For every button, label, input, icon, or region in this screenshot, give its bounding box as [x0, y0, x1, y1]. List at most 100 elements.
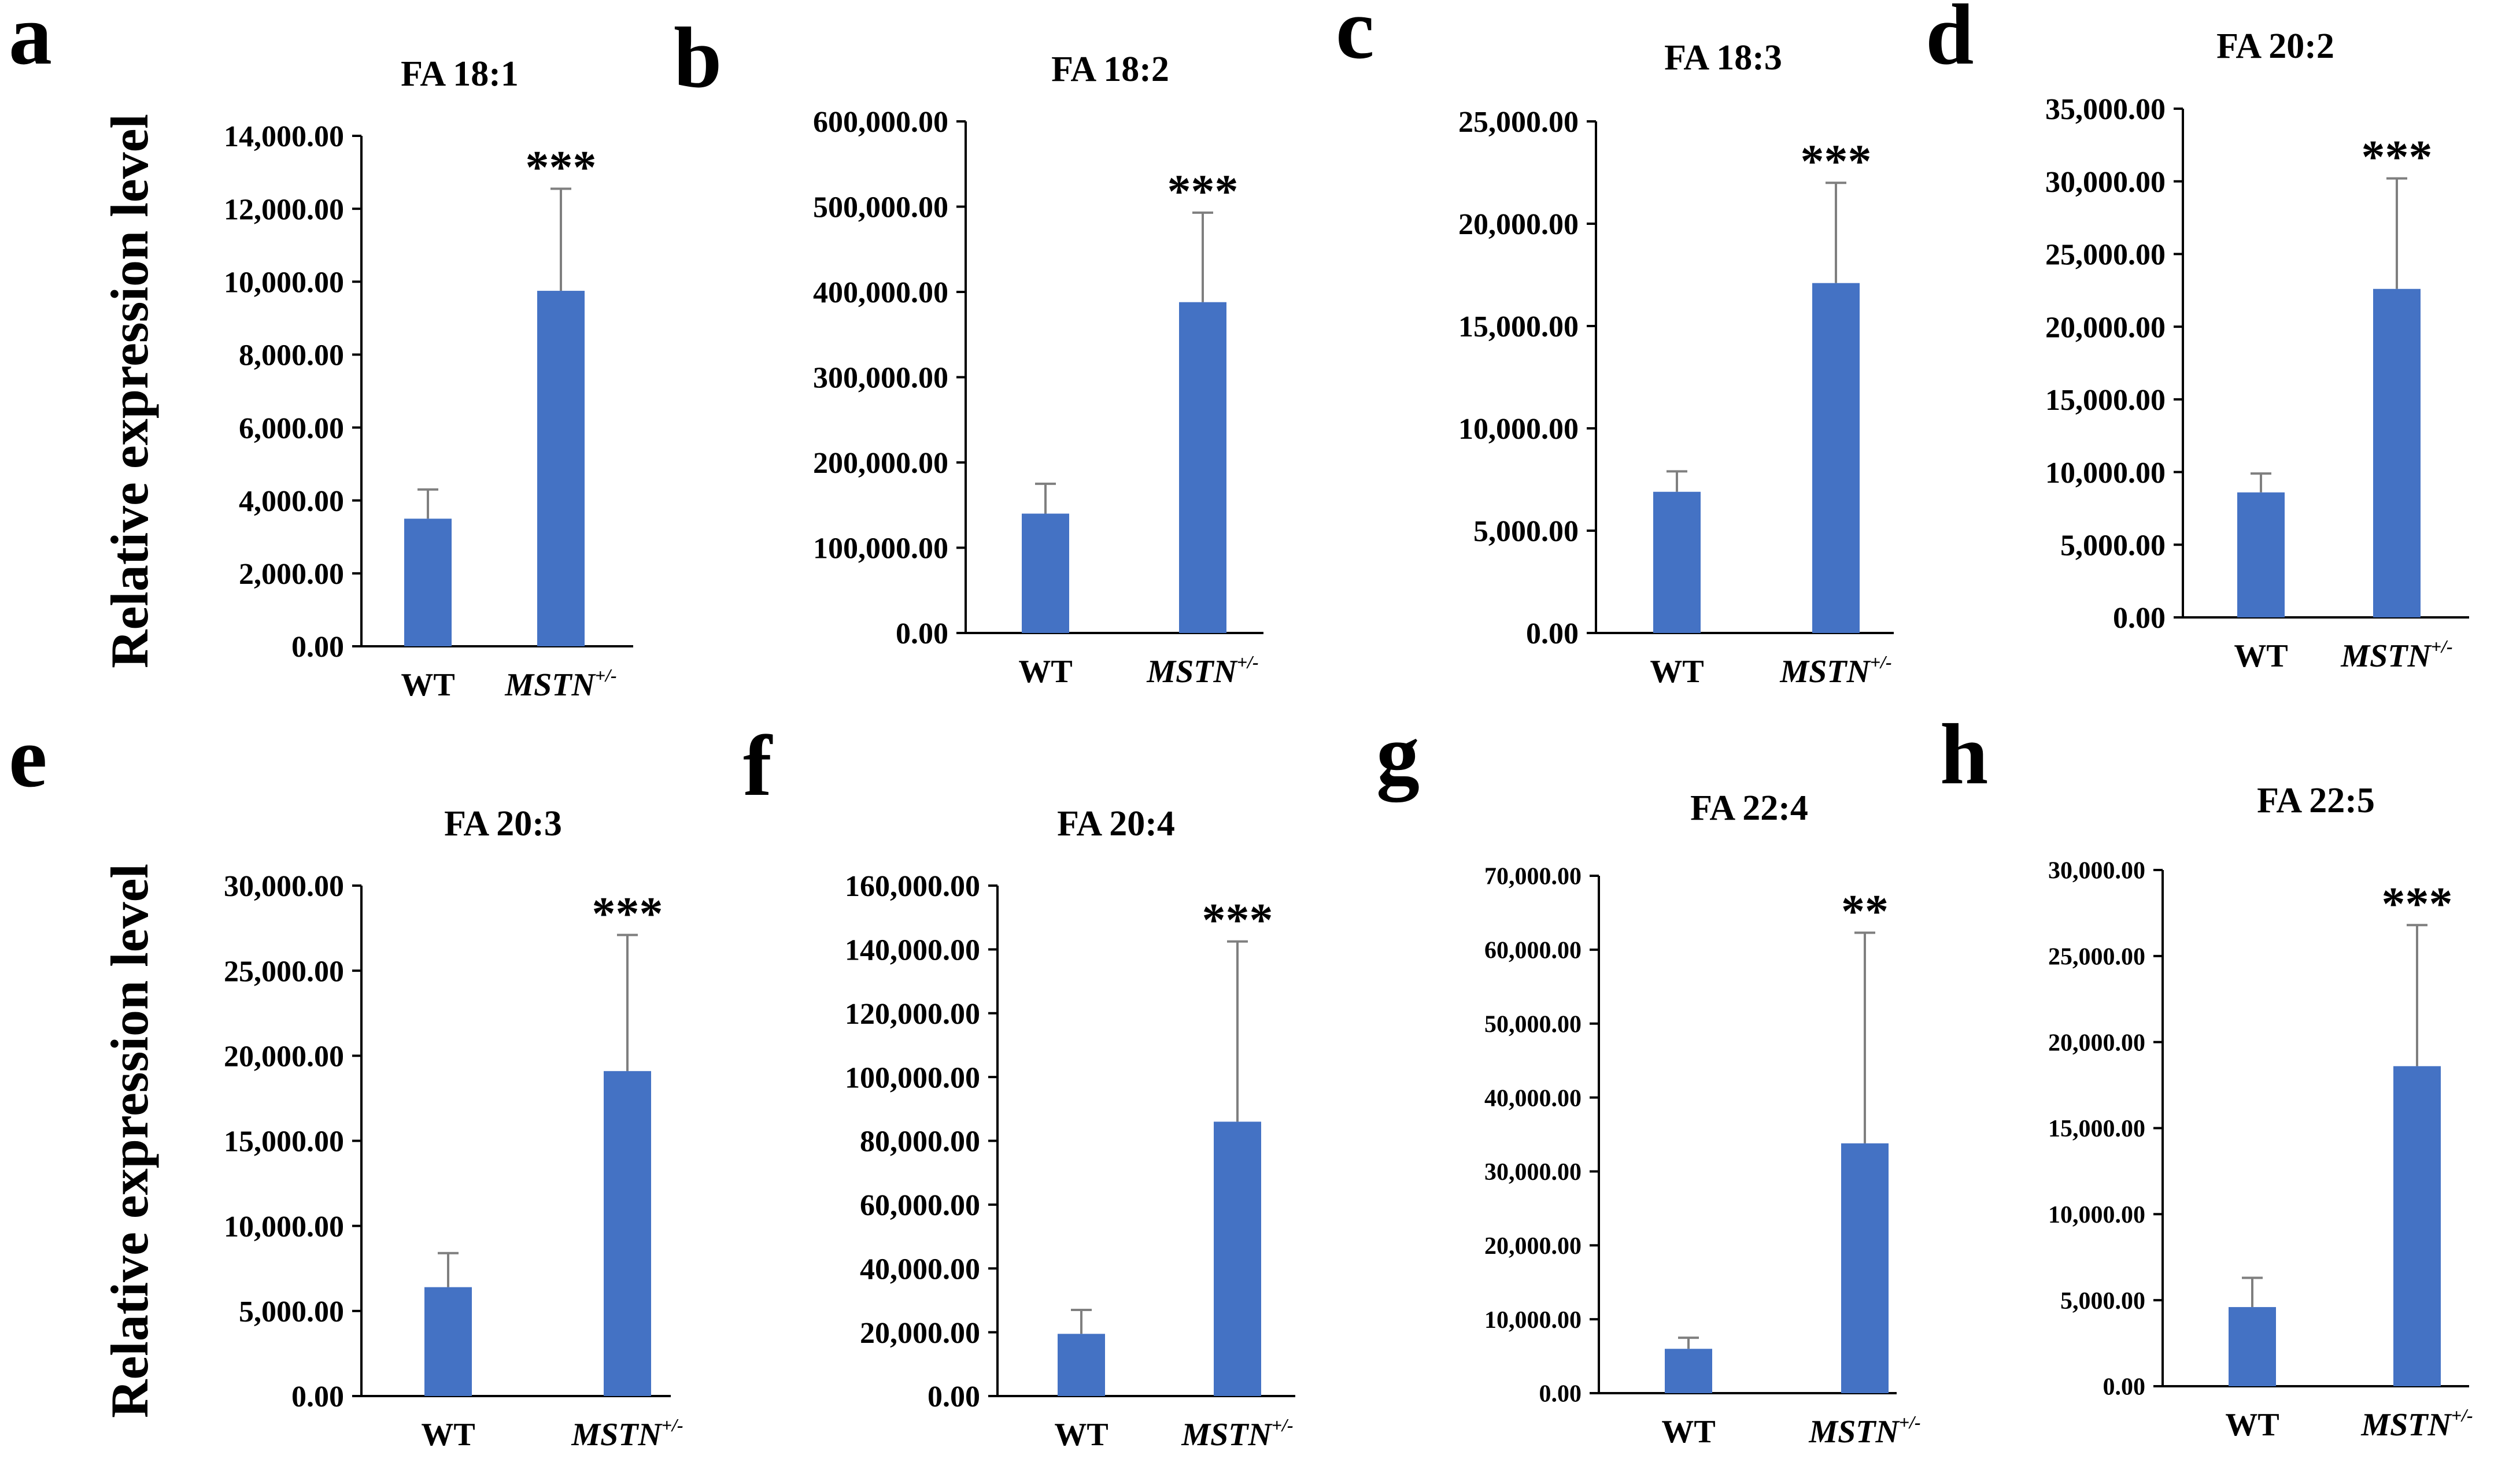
x-tick-label: WT: [1018, 654, 1072, 690]
panel-h: h FA 22:5 0.00 5,000.00 10,000.00 15,000.00 20…: [1940, 706, 2473, 1443]
significance-marker: ***: [592, 887, 663, 939]
y-tick-label: 20,000.00: [1458, 208, 1579, 241]
y-tick-label: 15,000.00: [2048, 1116, 2145, 1142]
y-tick-label: 70,000.00: [1484, 864, 1582, 890]
x-tick-label: MSTN+/-: [571, 1415, 683, 1453]
y-tick-label: 30,000.00: [224, 870, 344, 903]
y-tick-label: 0.00: [928, 1380, 980, 1413]
bar-mstn: [2393, 1066, 2441, 1386]
chart-title: FA 22:5: [2257, 781, 2375, 820]
y-tick-label: 14,000.00: [224, 120, 344, 153]
y-tick-label: 30,000.00: [2045, 166, 2166, 199]
bar-wt: [2237, 492, 2285, 617]
x-tick-label-superscript: +/-: [662, 1415, 683, 1435]
y-tick-label: 40,000.00: [1484, 1085, 1582, 1112]
chart-title: FA 20:3: [444, 804, 562, 843]
x-tick-label: MSTN+/-: [2360, 1405, 2473, 1443]
x-tick-label: MSTN+/-: [1181, 1415, 1293, 1453]
chart-title: FA 20:2: [2216, 27, 2334, 66]
y-tick-label: 0.00: [291, 1380, 344, 1413]
x-tick-label: WT: [2234, 638, 2288, 674]
panel-d: d FA 20:2 0.00 5,000.00 10,000.00 15,000.00 20…: [1926, 0, 2469, 674]
y-tick-label: 30,000.00: [2048, 858, 2145, 884]
y-tick-label: 25,000.00: [2045, 239, 2166, 272]
y-tick-label: 10,000.00: [1458, 413, 1579, 446]
x-tick-label: MSTN+/-: [504, 665, 616, 703]
y-tick-label: 140,000.00: [845, 934, 980, 967]
y-tick-label: 35,000.00: [2045, 93, 2166, 126]
y-tick-label: 25,000.00: [224, 955, 344, 988]
y-tick-label: 10,000.00: [2045, 457, 2166, 490]
y-tick-label: 0.00: [2113, 602, 2166, 635]
bar-wt: [2229, 1307, 2276, 1386]
panel-letter: a: [9, 0, 52, 83]
y-tick-label: 30,000.00: [1484, 1159, 1582, 1186]
y-tick-label: 2,000.00: [239, 558, 344, 591]
y-tick-label: 80,000.00: [860, 1126, 980, 1158]
bar-mstn: [2373, 288, 2421, 617]
bar-mstn: [1179, 302, 1226, 633]
panel-letter: d: [1926, 0, 1974, 83]
y-tick-label: 10,000.00: [1484, 1307, 1582, 1334]
x-tick-label-superscript: +/-: [2451, 1405, 2473, 1426]
x-tick-label-superscript: +/-: [1237, 651, 1259, 672]
x-tick-label: WT: [1661, 1414, 1715, 1450]
significance-marker: ***: [1801, 135, 1872, 187]
bar-mstn: [537, 291, 585, 646]
y-tick-label: 0.00: [896, 617, 948, 650]
x-tick-label: MSTN+/-: [1146, 651, 1258, 690]
chart-title: FA 18:3: [1664, 38, 1782, 77]
y-tick-label: 20,000.00: [860, 1317, 980, 1350]
y-tick-label: 20,000.00: [2045, 311, 2166, 344]
bar-wt: [1022, 513, 1069, 633]
x-tick-label: WT: [1054, 1417, 1108, 1453]
y-tick-label: 0.00: [291, 631, 344, 664]
panel-letter: g: [1376, 706, 1420, 802]
y-tick-label: 300,000.00: [813, 362, 948, 395]
panel-a: a FA 18:1 0.00 2,000.00 4,000.00 6,000.00 8,00…: [9, 0, 633, 703]
x-tick-label: MSTN+/-: [2340, 636, 2452, 674]
bar-wt: [404, 519, 452, 646]
y-tick-label: 12,000.00: [224, 193, 344, 226]
y-tick-label: 200,000.00: [813, 447, 948, 480]
y-tick-label: 15,000.00: [1458, 310, 1579, 343]
chart-title: FA 22:4: [1690, 788, 1808, 828]
x-tick-label: MSTN+/-: [1808, 1412, 1920, 1450]
panel-letter: c: [1336, 0, 1374, 77]
chart-title: FA 18:1: [401, 54, 519, 94]
y-tick-label: 15,000.00: [224, 1126, 344, 1158]
y-tick-label: 120,000.00: [845, 998, 980, 1031]
x-tick-label: WT: [1650, 654, 1704, 690]
panel-c: c FA 18:3 0.00 5,000.00 10,000.00 15,000.00 20…: [1336, 0, 1894, 690]
y-tick-label: 500,000.00: [813, 191, 948, 224]
x-tick-label-superscript: +/-: [2431, 636, 2453, 657]
y-tick-label: 160,000.00: [845, 870, 980, 903]
y-tick-label: 20,000.00: [224, 1041, 344, 1073]
x-tick-label: WT: [2225, 1407, 2279, 1443]
y-tick-label: 10,000.00: [2048, 1202, 2145, 1228]
y-tick-label: 15,000.00: [2045, 384, 2166, 417]
significance-marker: **: [1841, 884, 1889, 937]
significance-marker: ***: [1167, 165, 1239, 217]
x-tick-label: MSTN+/-: [1779, 651, 1891, 690]
significance-marker: ***: [2362, 131, 2433, 183]
x-tick-label: WT: [421, 1417, 475, 1453]
y-tick-label: 60,000.00: [860, 1189, 980, 1222]
y-tick-label: 40,000.00: [860, 1253, 980, 1286]
significance-marker: ***: [1202, 894, 1273, 946]
significance-marker: ***: [526, 140, 597, 193]
chart-title: FA 20:4: [1057, 804, 1175, 843]
x-tick-label-superscript: +/-: [595, 665, 617, 686]
panel-letter: b: [674, 10, 722, 106]
y-tick-label: 5,000.00: [2060, 529, 2166, 562]
x-tick-label-superscript: +/-: [1272, 1415, 1294, 1435]
y-tick-label: 600,000.00: [813, 106, 948, 139]
bar-wt: [1058, 1334, 1105, 1396]
y-axis-label: Relative expression level: [100, 864, 159, 1418]
panel-letter: h: [1940, 706, 1988, 802]
panel-letter: f: [743, 718, 773, 814]
bar-wt: [424, 1287, 472, 1396]
panel-f: f FA 20:4 0.00 20,000.00 40,000.00 60,000.00 8…: [743, 718, 1295, 1453]
y-tick-label: 50,000.00: [1484, 1011, 1582, 1038]
